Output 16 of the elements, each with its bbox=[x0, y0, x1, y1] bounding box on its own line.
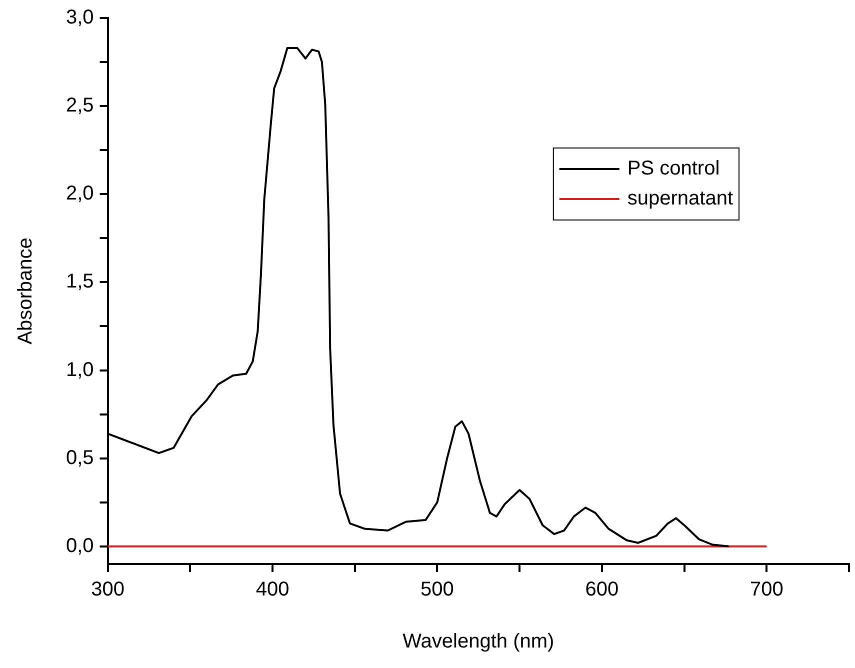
y-tick-label: 1,0 bbox=[66, 358, 94, 381]
x-tick-label: 400 bbox=[256, 578, 290, 601]
y-tick-label: 0,5 bbox=[66, 446, 94, 469]
y-tick-label: 3,0 bbox=[66, 6, 94, 29]
y-tick-label: 2,5 bbox=[66, 94, 94, 117]
x-tick-label: 700 bbox=[750, 578, 784, 601]
x-tick-label: 500 bbox=[420, 578, 454, 601]
y-axis-title: Absorbance bbox=[14, 238, 37, 344]
legend-label: PS control bbox=[627, 158, 720, 180]
legend-label: supernatant bbox=[627, 188, 734, 210]
y-tick-label: 2,0 bbox=[66, 182, 94, 205]
x-axis-title: Wavelength (nm) bbox=[402, 630, 554, 653]
y-tick-label: 0,0 bbox=[66, 534, 94, 557]
y-tick-label: 1,5 bbox=[66, 270, 94, 293]
x-tick-label: 600 bbox=[585, 578, 619, 601]
x-tick-label: 300 bbox=[91, 578, 124, 601]
